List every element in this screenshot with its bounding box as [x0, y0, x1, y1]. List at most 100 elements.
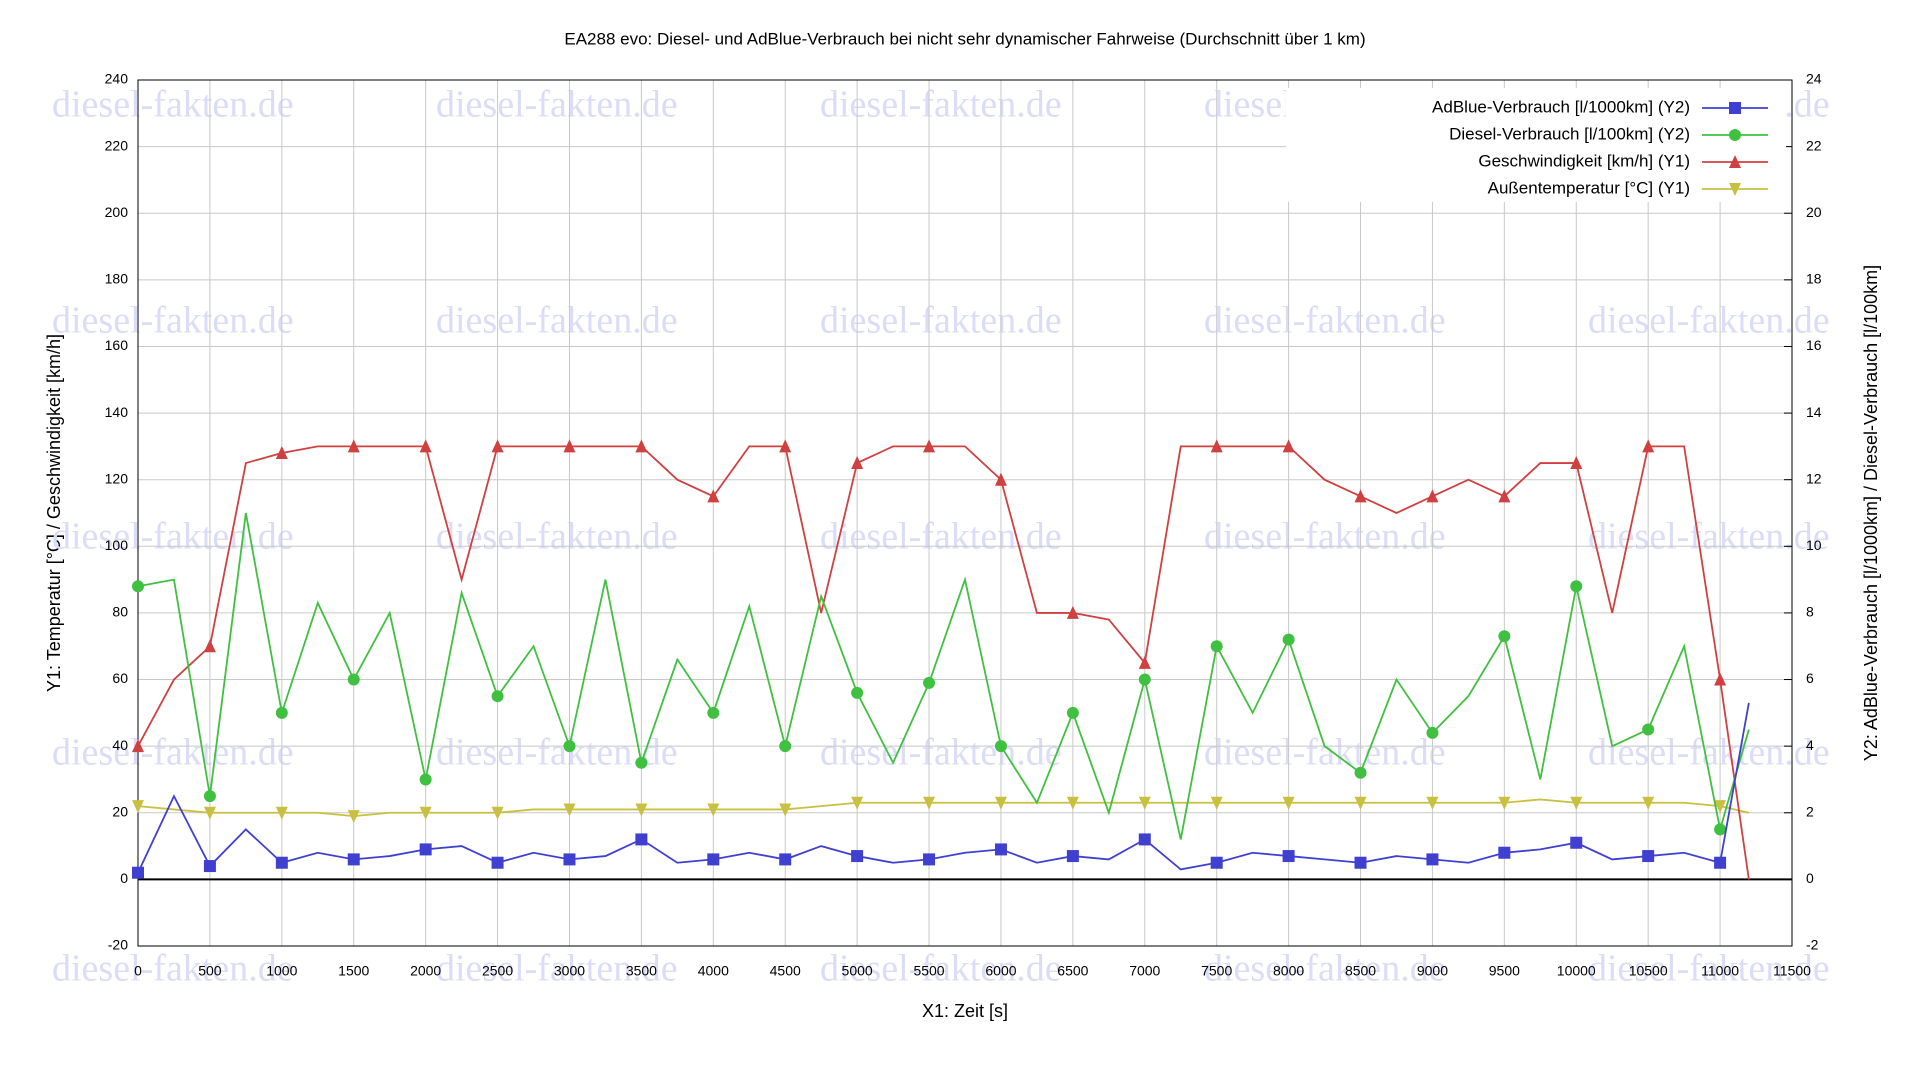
- watermark: diesel-fakten.de: [436, 84, 678, 126]
- y2-tick-label: 18: [1806, 271, 1822, 287]
- marker: [851, 686, 864, 699]
- marker: [1210, 856, 1223, 869]
- marker: [1498, 796, 1511, 810]
- x-tick-label: 9000: [1417, 963, 1448, 979]
- watermarks: diesel-fakten.de diesel-fakten.de diesel-f…: [52, 84, 1830, 990]
- marker: [707, 489, 720, 503]
- marker: [1138, 655, 1151, 669]
- x-tick-label: 3000: [554, 963, 585, 979]
- marker: [563, 803, 576, 817]
- legend-label: Geschwindigkeit [km/h] (Y1): [1478, 151, 1690, 170]
- marker: [1426, 489, 1439, 503]
- x-tick-label: 6000: [985, 963, 1016, 979]
- x-tick-label: 2500: [482, 963, 513, 979]
- y-tick-label: 60: [112, 670, 128, 686]
- watermark: diesel-fakten.de: [1588, 516, 1830, 558]
- y2-tick-label: 24: [1806, 71, 1822, 87]
- marker: [1729, 183, 1741, 196]
- marker: [203, 790, 216, 803]
- watermark: diesel-fakten.de: [52, 732, 294, 774]
- marker: [1138, 796, 1151, 810]
- marker: [1354, 796, 1367, 810]
- x-tick-label: 2000: [410, 963, 441, 979]
- y-tick-label: 140: [105, 404, 129, 420]
- x-tick-label: 500: [198, 963, 222, 979]
- watermark: diesel-fakten.de: [436, 948, 678, 990]
- marker: [923, 439, 936, 453]
- marker: [1138, 673, 1151, 686]
- y2-tick-label: 2: [1806, 803, 1814, 819]
- marker: [994, 472, 1007, 486]
- marker: [635, 803, 648, 817]
- marker: [923, 796, 936, 810]
- x-tick-label: 8000: [1273, 963, 1304, 979]
- x-tick-label: 10500: [1629, 963, 1668, 979]
- marker: [1066, 796, 1079, 810]
- marker: [851, 796, 864, 810]
- marker: [347, 810, 360, 824]
- marker: [851, 850, 864, 863]
- y2-axis-label: Y2: AdBlue-Verbrauch [l/1000km] / Diesel…: [1861, 265, 1881, 761]
- watermark: diesel-fakten.de: [820, 84, 1062, 126]
- marker: [707, 706, 720, 719]
- marker: [491, 806, 504, 820]
- marker: [203, 639, 216, 653]
- marker: [203, 860, 216, 873]
- marker: [1066, 706, 1079, 719]
- y2-tick-label: 14: [1806, 404, 1822, 420]
- marker: [347, 853, 360, 866]
- x-tick-label: 1000: [266, 963, 297, 979]
- watermark: diesel-fakten.de: [52, 516, 294, 558]
- marker: [132, 580, 144, 593]
- marker: [419, 806, 432, 820]
- y2-tick-label: 20: [1806, 204, 1822, 220]
- marker: [1426, 853, 1439, 866]
- marker: [707, 853, 720, 866]
- x-tick-label: 5500: [913, 963, 944, 979]
- marker: [994, 740, 1007, 753]
- legend-label: Außentemperatur [°C] (Y1): [1488, 178, 1690, 197]
- marker: [1714, 800, 1727, 814]
- marker: [419, 773, 432, 786]
- grid: [137, 79, 1793, 947]
- marker: [275, 856, 288, 869]
- series-line: [137, 798, 1750, 818]
- marker: [491, 856, 504, 869]
- legend: AdBlue-Verbrauch [l/1000km] (Y2) Diesel-V…: [1286, 88, 1786, 202]
- series: [132, 439, 1750, 880]
- marker: [1642, 439, 1655, 453]
- marker: [635, 756, 648, 769]
- marker: [347, 439, 360, 453]
- marker: [563, 439, 576, 453]
- x-tick-label: 0: [134, 963, 142, 979]
- marker: [1354, 489, 1367, 503]
- x-tick-label: 11000: [1701, 963, 1739, 979]
- marker: [563, 853, 576, 866]
- watermark: diesel-fakten.de: [1588, 300, 1830, 342]
- marker: [275, 706, 288, 719]
- x-tick-label: 4500: [770, 963, 801, 979]
- watermark: diesel-fakten.de: [820, 948, 1062, 990]
- y2-tick-label: 6: [1806, 670, 1814, 686]
- marker: [275, 446, 288, 460]
- marker: [347, 673, 360, 686]
- y-tick-label: 200: [105, 204, 129, 220]
- marker: [1714, 823, 1727, 836]
- x-tick-label: 9500: [1489, 963, 1520, 979]
- marker: [203, 806, 216, 820]
- marker: [1066, 605, 1079, 619]
- y-tick-label: -20: [108, 937, 128, 953]
- y-tick-label: 0: [120, 870, 128, 886]
- watermark: diesel-fakten.de: [52, 948, 294, 990]
- marker: [1282, 633, 1295, 646]
- y-tick-label: 80: [112, 604, 128, 620]
- marker: [1210, 439, 1223, 453]
- marker: [779, 853, 792, 866]
- marker: [1066, 850, 1079, 863]
- marker: [994, 796, 1007, 810]
- marker: [1354, 766, 1367, 779]
- y2-tick-label: -2: [1806, 937, 1819, 953]
- plot-frame: [137, 79, 1793, 947]
